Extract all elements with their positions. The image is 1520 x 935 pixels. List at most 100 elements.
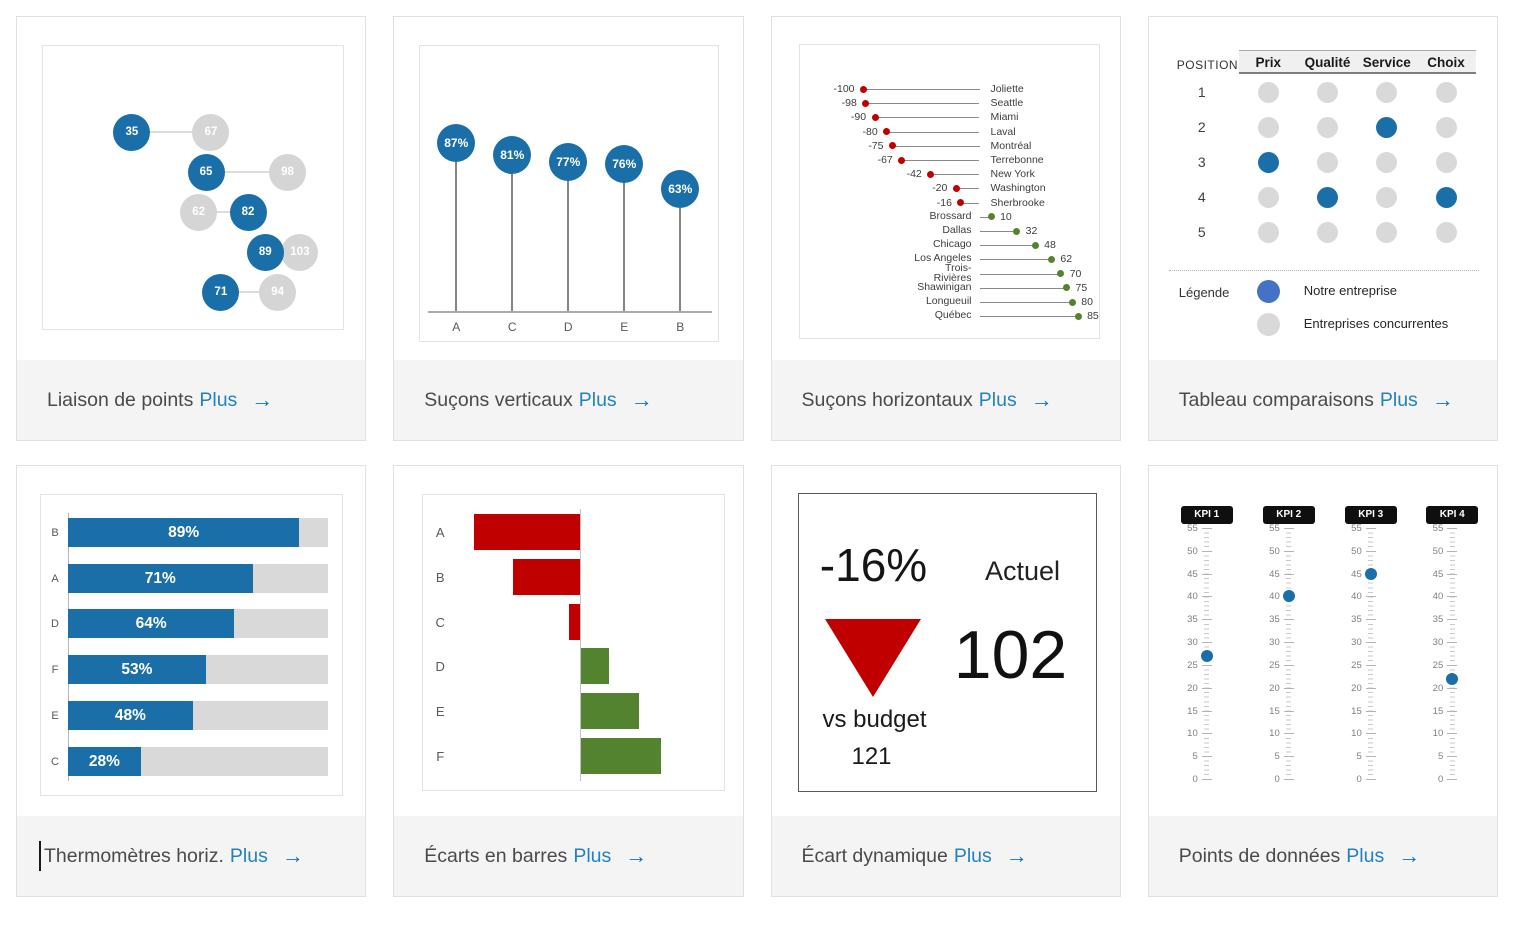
value-label: 70 [1069,267,1082,280]
card-tableau-comparaisons: POSITION Prix Qualité Service Choix 1 2 3 4 5 Lége… [1147,16,1498,441]
city-label: Shawinigan [917,280,972,293]
value-dot [1068,298,1076,306]
gray-dot: 94 [259,273,297,311]
stem-line [979,231,1017,232]
scale-ruler [1449,528,1455,779]
arrow-right-icon[interactable]: → [1431,387,1454,412]
card-footer: Thermomètres horiz. Plus → [17,816,366,896]
variance-value: -16% [819,539,928,591]
category-label: D [563,320,573,334]
table-dot [1257,116,1279,138]
arrow-right-icon[interactable]: → [1398,843,1421,868]
card-footer: Écarts en barres Plus → [394,816,743,896]
tick-label: 40 [1269,591,1280,603]
stem [567,162,570,311]
gray-dot: 103 [281,233,319,271]
row-label: 5 [1197,224,1206,240]
value-label: 62 [1060,253,1073,266]
tick [1365,756,1376,758]
lollipop-dot: 81% [493,135,532,174]
gray-dot: 67 [192,113,230,151]
more-link[interactable]: Plus [978,388,1017,411]
tick-label: 40 [1351,591,1362,603]
tick-label: 15 [1187,705,1198,717]
city-label: Washington [990,182,1046,195]
row-label: 1 [1197,84,1206,100]
tick-label: 45 [1269,568,1280,580]
city-label: Los Angeles [914,252,972,265]
more-link[interactable]: Plus [229,844,268,867]
more-link[interactable]: Plus [1346,844,1385,867]
link-line [220,291,278,293]
tick-label: 30 [1432,637,1444,649]
value-label: -67 [877,154,893,166]
arrow-right-icon[interactable]: → [281,843,304,868]
more-link[interactable]: Plus [1379,388,1418,411]
city-label: Laval [990,125,1016,138]
more-link[interactable]: Plus [199,388,238,411]
gray-dot: 62 [180,193,218,231]
card-title: Suçons verticaux [424,388,573,411]
value-dot [862,99,870,107]
axis-line [68,513,69,781]
corner-label: POSITION [1176,58,1239,72]
tick [1283,710,1294,712]
stem-line [956,188,980,190]
card-title: Thermomètres horiz. [44,844,224,867]
tick [1283,687,1294,689]
arrow-right-icon[interactable]: → [630,387,653,412]
tick-label: 40 [1432,591,1444,603]
tick-label: 15 [1351,705,1362,717]
tick [1201,756,1212,758]
column-header: Service [1362,55,1411,70]
city-label: Brossard [929,209,972,222]
arrow-right-icon[interactable]: → [251,387,274,412]
card-footer: Suçons verticaux Plus → [394,360,743,440]
table-dot [1257,151,1279,173]
bar-fill [68,609,235,639]
bar-label: 89% [168,524,200,541]
kpi-dot [1446,672,1459,685]
bar-fill [68,655,206,685]
kpi-badge: KPI 4 [1426,506,1479,524]
more-link[interactable]: Plus [573,844,612,867]
tick-label: 50 [1187,545,1198,557]
kpi-badge: KPI 3 [1344,506,1397,524]
blue-dot: 82 [229,193,267,231]
header-band [1238,50,1476,74]
tick-label: 45 [1432,568,1444,580]
arrow-right-icon[interactable]: → [625,843,648,868]
lollipop-dot: 76% [605,145,644,184]
more-link[interactable]: Plus [953,844,992,867]
more-link[interactable]: Plus [578,388,617,411]
arrow-right-icon[interactable]: → [1030,387,1053,412]
tick-label: 30 [1351,637,1362,649]
table-dot [1376,116,1398,138]
table-dot [1317,221,1339,243]
table-dot [1257,186,1279,208]
tick-label: 20 [1269,682,1280,694]
city-label: Sherbrooke [990,196,1045,209]
arrow-right-icon[interactable]: → [1005,843,1028,868]
tick [1283,619,1294,621]
budget-value: 121 [851,743,892,770]
actual-label: Actuel [984,556,1061,586]
value-dot [898,156,906,164]
blue-dot: 89 [246,233,284,271]
tick [1201,596,1212,598]
tick-label: 25 [1432,659,1444,671]
value-label: -20 [932,182,948,195]
tick [1447,573,1458,575]
table-dot [1257,81,1279,103]
table-dot [1376,81,1398,103]
table-dot [1317,116,1339,138]
bar-fill [68,700,193,730]
link-line [198,211,248,213]
tick [1201,550,1212,552]
row-label: 3 [1197,154,1206,170]
stem-line [979,273,1061,275]
bar-fill [68,563,253,593]
tick [1283,528,1294,529]
value-dot [987,213,995,221]
tick [1365,779,1376,780]
